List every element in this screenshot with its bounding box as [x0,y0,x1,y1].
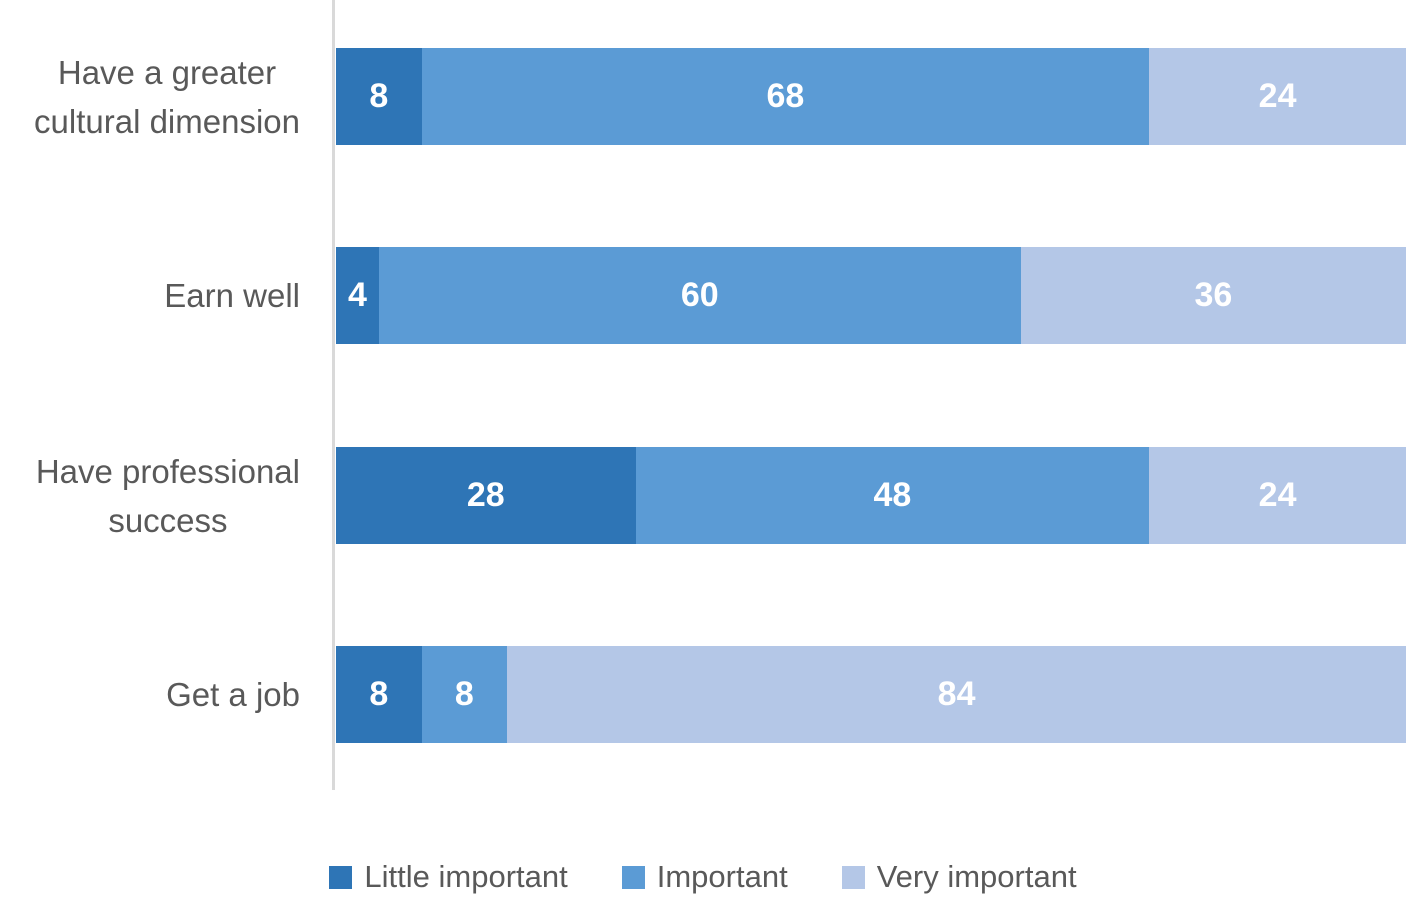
bar-segment-important: 68 [421,48,1150,145]
legend-item-important: Important [621,859,788,895]
segment-value-label: 28 [466,476,505,514]
category-axis-line [332,0,335,790]
bar-segment-very-important: 84 [507,646,1406,743]
segment-value-label: 24 [1258,77,1297,115]
segment-value-label: 36 [1194,276,1233,314]
bar-segment-little-important: 8 [336,48,422,145]
segment-value-label: 8 [369,77,389,115]
bar-segments: 8 8 84 [336,646,1406,743]
segment-value-label: 84 [937,675,976,713]
chart-legend: Little important Important Very important [0,852,1406,902]
category-label: Have a greater cultural dimension [34,53,300,140]
bar-segments: 28 48 24 [336,447,1406,544]
bar-segments: 4 60 36 [336,247,1406,344]
legend-swatch-icon [841,865,865,889]
category-label: Earn well [164,277,300,314]
segment-value-label: 24 [1258,476,1297,514]
bar-row-have-professional-success: Have professional success 28 48 24 [0,447,1406,544]
legend-label: Little important [364,859,568,894]
bar-row-get-a-job: Get a job 8 8 84 [0,646,1406,743]
legend-swatch-icon [621,865,645,889]
category-label-wrap: Earn well [0,247,300,344]
segment-value-label: 48 [873,476,912,514]
bar-segment-very-important: 24 [1149,48,1406,145]
bar-row-have-a-greater-cultural-dimension: Have a greater cultural dimension 8 68 24 [0,48,1406,145]
bar-segment-little-important: 4 [336,247,379,344]
segment-value-label: 8 [454,675,474,713]
bar-row-earn-well: Earn well 4 60 36 [0,247,1406,344]
legend-label: Very important [876,859,1077,894]
category-label: Get a job [166,676,300,713]
legend-item-very-important: Very important [841,859,1077,895]
segment-value-label: 60 [680,276,719,314]
bar-segment-little-important: 28 [336,447,636,544]
legend-swatch-icon [329,865,353,889]
category-label-wrap: Have a greater cultural dimension [0,48,300,145]
bar-segment-very-important: 36 [1020,247,1406,344]
segment-value-label: 4 [347,276,367,314]
bar-segment-important: 8 [421,646,508,743]
category-label-wrap: Have professional success [0,447,300,544]
legend-item-little-important: Little important [329,859,568,895]
segment-value-label: 68 [766,77,805,115]
bar-segment-very-important: 24 [1149,447,1406,544]
bar-segment-important: 60 [378,247,1021,344]
legend-label: Important [656,859,788,894]
segment-value-label: 8 [369,675,389,713]
bar-segment-little-important: 8 [336,646,422,743]
category-label: Have professional success [35,452,300,539]
bar-segment-important: 48 [635,447,1150,544]
category-label-wrap: Get a job [0,646,300,743]
bar-segments: 8 68 24 [336,48,1406,145]
